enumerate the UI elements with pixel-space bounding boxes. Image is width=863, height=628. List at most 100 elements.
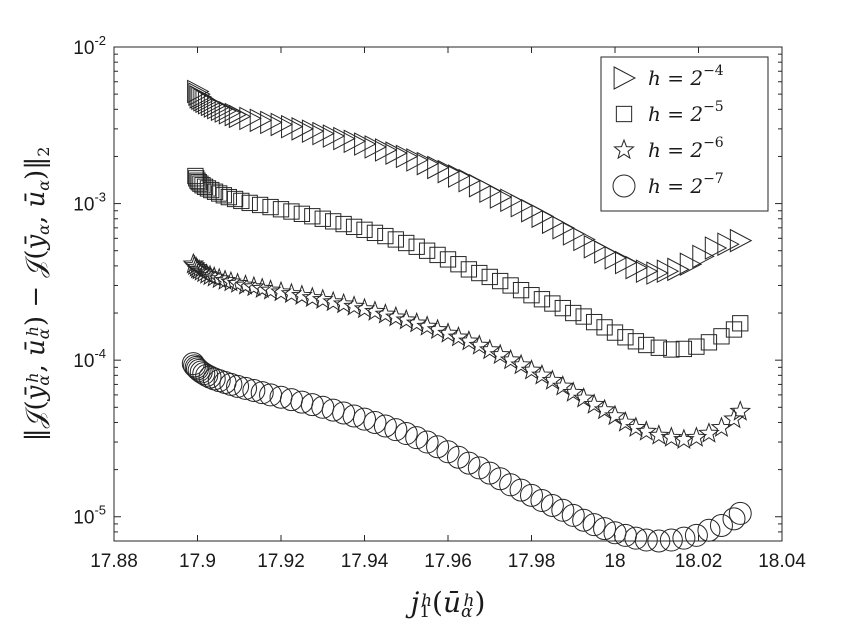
y-axis-label: ‖𝒥(ȳαh, ūαh) − 𝒥(ȳα, ūα)‖2: [21, 147, 53, 442]
data-marks: [181, 79, 753, 553]
data-point: [551, 374, 574, 396]
series-3: [182, 252, 752, 450]
data-point: [251, 196, 269, 214]
data-point: [373, 414, 397, 438]
data-point: [725, 321, 743, 338]
data-point: [698, 422, 720, 443]
data-point: [242, 275, 265, 297]
data-point: [426, 318, 449, 340]
data-point: [356, 221, 373, 238]
data-point: [345, 218, 363, 236]
data-point: [314, 210, 331, 227]
legend-marker: [613, 66, 637, 90]
data-point: [214, 269, 236, 290]
data-point: [262, 198, 279, 216]
data-point: [325, 213, 342, 230]
legend-entry: h = 2−5: [615, 99, 724, 126]
data-point: [215, 187, 232, 204]
data-point: [187, 358, 211, 382]
data-point: [198, 365, 222, 389]
data-point: [241, 194, 258, 212]
data-point: [667, 257, 690, 282]
data-point: [562, 381, 585, 402]
data-point: [697, 518, 721, 542]
data-point: [202, 367, 226, 391]
data-point: [457, 451, 481, 475]
x-tick-label: 17.9: [179, 551, 216, 572]
data-point: [450, 256, 467, 273]
series-2: [187, 167, 749, 358]
data-point: [502, 277, 519, 294]
data-point: [283, 203, 300, 220]
x-tick-label: 17.92: [257, 551, 305, 572]
data-point: [478, 461, 502, 485]
data-point: [408, 238, 425, 255]
data-point: [211, 185, 228, 202]
data-point: [387, 231, 404, 248]
data-point: [293, 205, 311, 222]
data-point: [199, 180, 217, 197]
legend-label: h = 2−7: [648, 171, 724, 198]
data-point: [561, 503, 585, 527]
data-point: [544, 295, 561, 312]
data-point: [625, 416, 647, 438]
data-point: [234, 274, 257, 295]
x-axis-label: j1h(ūαh): [405, 586, 486, 622]
data-point: [322, 290, 345, 312]
x-tick-label: 18.04: [758, 551, 806, 572]
data-point: [335, 215, 352, 233]
data-point: [672, 526, 696, 550]
data-point: [342, 404, 366, 428]
data-point: [192, 362, 216, 386]
data-point: [321, 398, 345, 422]
data-point: [195, 263, 218, 284]
data-point: [398, 234, 415, 252]
x-tick-label: 18.02: [675, 551, 723, 572]
x-tick-label: 18: [604, 551, 625, 572]
x-tick-label: 17.94: [341, 551, 389, 572]
data-point: [311, 288, 334, 310]
data-point: [377, 227, 394, 245]
data-point: [614, 411, 637, 432]
data-point: [226, 190, 244, 208]
data-point: [415, 430, 439, 454]
data-point: [188, 170, 205, 187]
data-point: [634, 528, 658, 552]
data-point: [250, 381, 274, 405]
data-point: [192, 261, 215, 283]
data-point: [280, 282, 303, 304]
data-point: [650, 339, 667, 356]
legend-marker: [613, 138, 635, 160]
data-point: [439, 251, 457, 268]
data-point: [679, 252, 703, 277]
data-point: [447, 325, 470, 347]
data-point: [713, 328, 730, 345]
data-point: [188, 82, 211, 106]
x-tick-label: 17.96: [424, 551, 472, 572]
data-point: [446, 445, 470, 469]
data-point: [572, 508, 596, 532]
data-point: [374, 302, 397, 324]
data-point: [429, 246, 446, 264]
data-point: [675, 340, 693, 358]
data-point: [242, 379, 266, 403]
data-point: [270, 280, 292, 302]
data-point: [596, 319, 613, 336]
data-point: [481, 268, 498, 286]
data-point: [220, 270, 242, 292]
data-point: [606, 324, 624, 341]
data-point: [728, 501, 752, 525]
data-point: [405, 426, 429, 450]
data-point: [520, 358, 543, 380]
legend-marker: [615, 105, 633, 123]
data-point: [251, 277, 274, 298]
data-point: [533, 291, 551, 308]
data-point: [624, 526, 648, 550]
data-point: [575, 308, 592, 325]
data-point: [181, 352, 205, 376]
series-1: [187, 79, 753, 285]
data-point: [509, 478, 533, 502]
data-point: [489, 343, 512, 365]
data-point: [593, 517, 617, 541]
y-tick-label: 10-5: [73, 503, 106, 529]
